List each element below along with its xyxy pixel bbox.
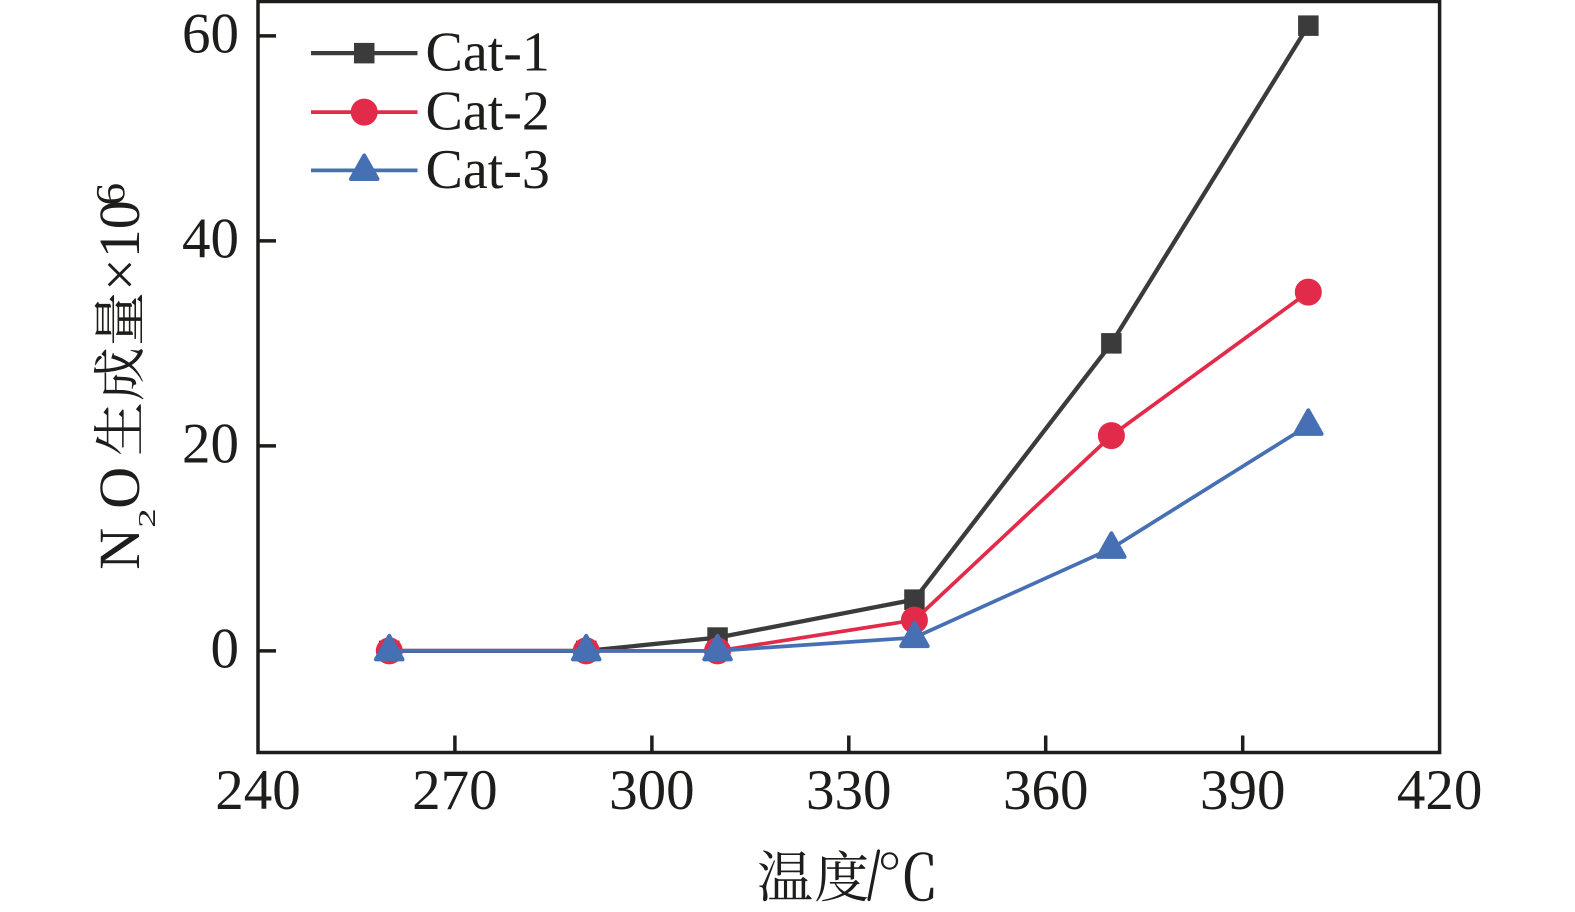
svg-text:300: 300 [609, 759, 695, 822]
svg-text:390: 390 [1200, 759, 1286, 822]
svg-text:270: 270 [412, 759, 498, 822]
svg-text:×: × [87, 258, 152, 291]
svg-text:420: 420 [1397, 759, 1483, 822]
svg-text:O: O [87, 467, 152, 509]
svg-text:Cat-1: Cat-1 [426, 22, 550, 84]
svg-text:Cat-2: Cat-2 [426, 81, 550, 143]
svg-text:60: 60 [182, 3, 239, 66]
svg-text:240: 240 [215, 759, 301, 822]
svg-text:20: 20 [182, 413, 239, 476]
svg-text:Cat-3: Cat-3 [426, 139, 550, 201]
svg-text:10: 10 [87, 200, 152, 258]
svg-text:N: N [87, 528, 152, 570]
svg-text:40: 40 [182, 208, 239, 271]
svg-text:360: 360 [1003, 759, 1089, 822]
svg-text:0: 0 [211, 618, 240, 681]
svg-text:330: 330 [806, 759, 892, 822]
